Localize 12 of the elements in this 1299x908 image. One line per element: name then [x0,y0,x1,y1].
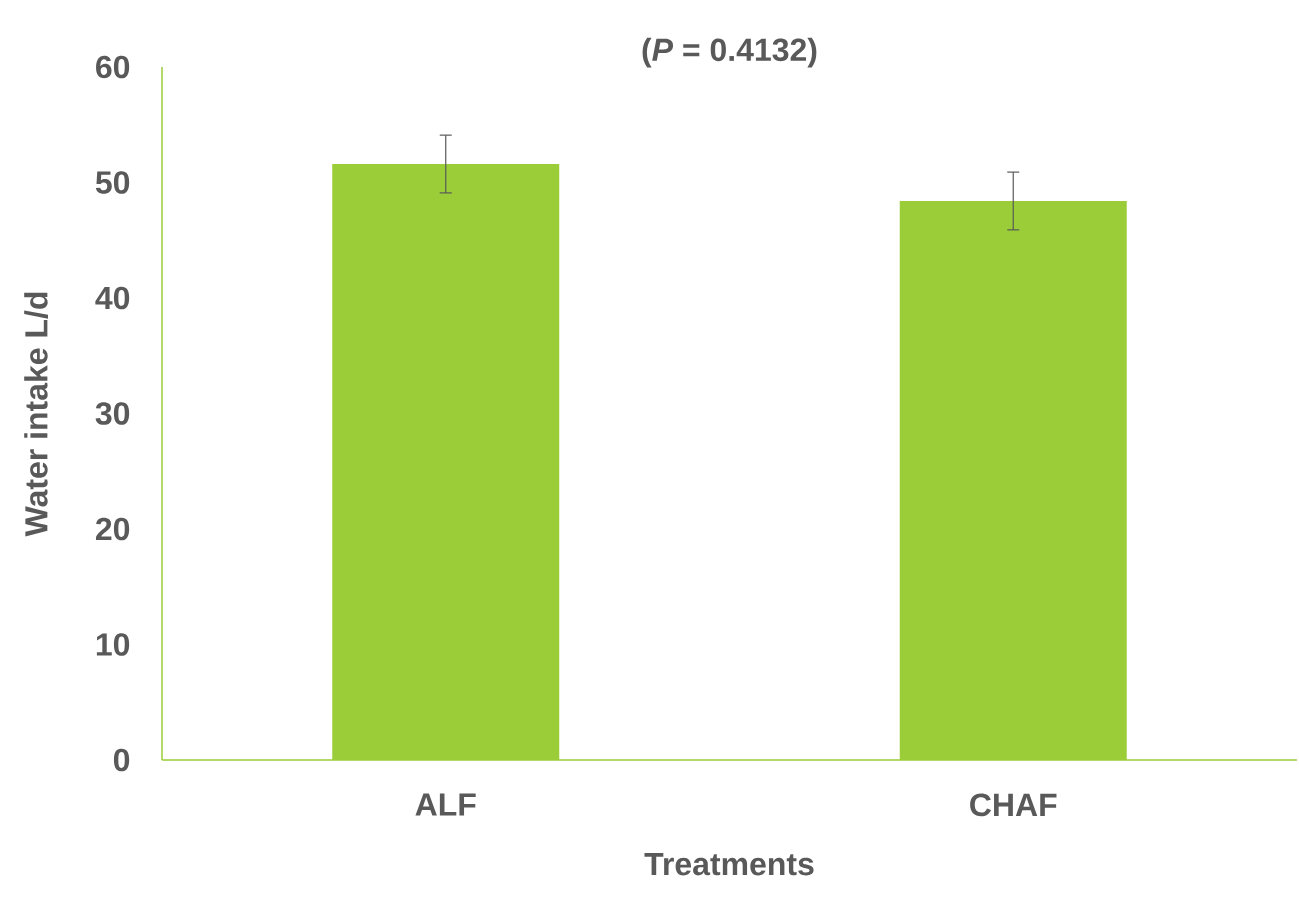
y-tick-label: 60 [96,55,130,79]
y-tick-label: 50 [95,171,130,194]
y-tick-label: 20 [95,517,130,541]
y-tick-label: 10 [96,633,130,656]
y-tick-label: 30 [95,402,130,425]
y-tick-label: 40 [95,286,130,310]
chart-title: (P = 0.4132) [642,37,817,68]
x-tick-label: ALF [415,793,476,816]
x-axis-title: Treatments [644,853,814,876]
x-tick-label: CHAF [970,793,1057,817]
y-axis-title: Water intake L/d [24,292,49,537]
y-tick-label: 0 [113,748,130,772]
